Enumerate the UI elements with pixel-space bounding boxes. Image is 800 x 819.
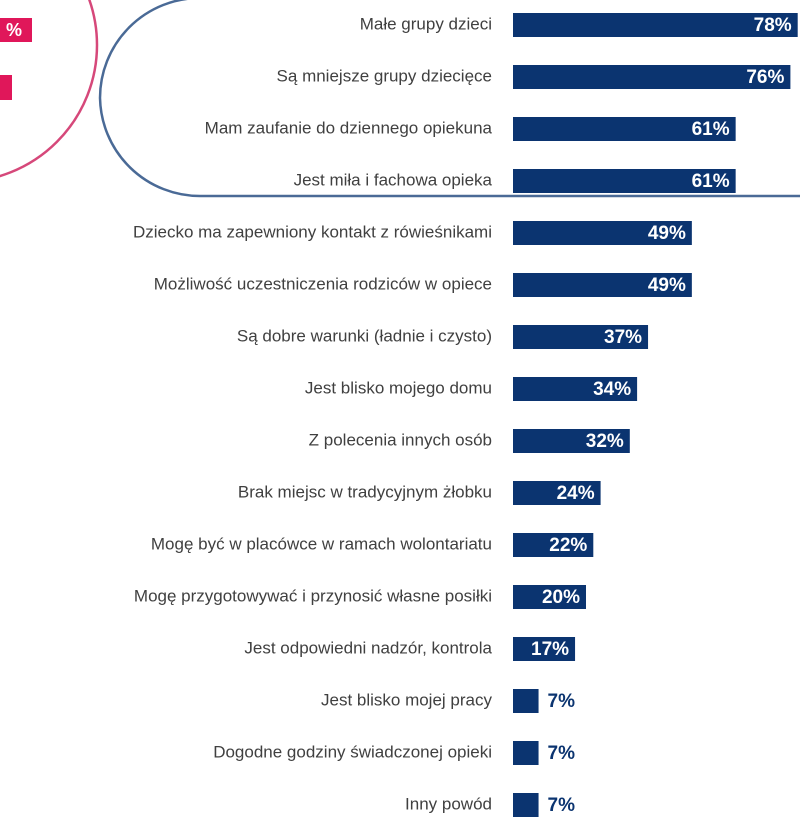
category-label: Są mniejsze grupy dziecięce — [277, 66, 492, 85]
bar — [513, 221, 692, 245]
bar — [513, 689, 539, 713]
category-label: Jest blisko mojego domu — [305, 378, 492, 397]
fragment-bar — [0, 18, 32, 42]
category-label: Możliwość uczestniczenia rodziców w opie… — [154, 274, 492, 293]
category-label: Jest odpowiedni nadzór, kontrola — [244, 638, 492, 657]
value-label: 76% — [746, 67, 784, 88]
value-label: 49% — [648, 275, 686, 296]
category-label: Jest blisko mojej pracy — [321, 690, 493, 709]
bar — [513, 637, 576, 661]
category-label: Dogodne godziny świadczonej opieki — [213, 742, 492, 761]
fragment-label: % — [6, 20, 22, 40]
bar — [513, 273, 692, 297]
bar — [513, 377, 638, 401]
category-label: Małe grupy dzieci — [360, 14, 492, 33]
value-label: 37% — [604, 327, 642, 348]
fragment-bar — [0, 75, 12, 100]
value-label: 22% — [549, 535, 587, 556]
bar — [513, 793, 539, 817]
value-label: 78% — [754, 15, 792, 36]
bar — [513, 325, 649, 349]
category-label: Brak miejsc w tradycyjnym żłobku — [238, 482, 492, 501]
category-label: Mogę przygotowywać i przynosić własne po… — [134, 586, 492, 605]
category-label: Mam zaufanie do dziennego opiekuna — [205, 118, 493, 137]
bar — [513, 169, 736, 193]
value-label: 20% — [542, 587, 580, 608]
value-label: 49% — [648, 223, 686, 244]
value-label: 7% — [548, 691, 576, 712]
category-label: Dziecko ma zapewniony kontakt z rówieśni… — [133, 222, 492, 241]
value-label: 61% — [692, 171, 730, 192]
value-label: 32% — [586, 431, 624, 452]
bar — [513, 13, 798, 37]
category-label: Z polecenia innych osób — [309, 430, 492, 449]
category-label: Mogę być w placówce w ramach wolontariat… — [151, 534, 492, 553]
bar — [513, 481, 601, 505]
bar — [513, 741, 539, 765]
category-label: Inny powód — [405, 794, 492, 813]
highlight-frame — [98, 0, 800, 198]
value-label: 61% — [692, 119, 730, 140]
bar — [513, 533, 594, 557]
value-label: 24% — [557, 483, 595, 504]
category-label: Jest miła i fachowa opieka — [294, 170, 493, 189]
bar — [513, 117, 736, 141]
value-label: 7% — [548, 795, 576, 816]
value-label: 17% — [531, 639, 569, 660]
value-label: 7% — [548, 743, 576, 764]
bar — [513, 585, 586, 609]
category-label: Są dobre warunki (ładnie i czysto) — [237, 326, 492, 345]
value-label: 34% — [593, 379, 631, 400]
bar — [513, 429, 630, 453]
highlight-circle — [0, 0, 99, 178]
bar — [513, 65, 791, 89]
